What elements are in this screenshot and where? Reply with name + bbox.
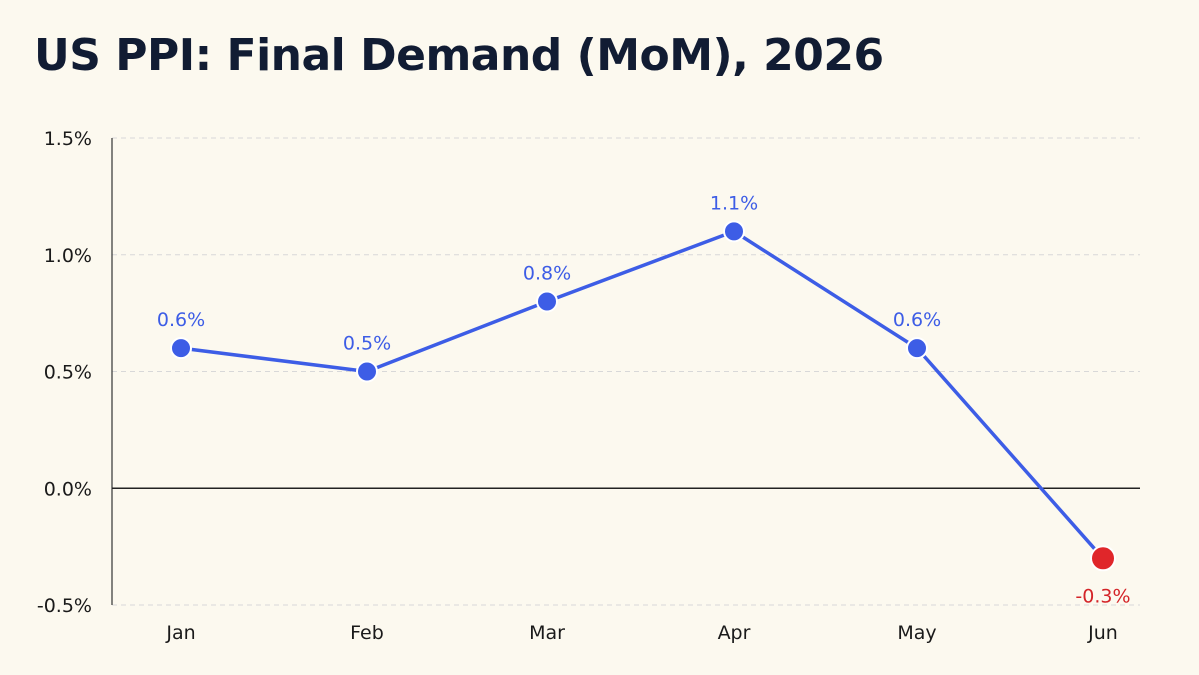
y-tick-label: 0.0%	[44, 478, 92, 500]
y-tick-label: -0.5%	[37, 595, 92, 617]
x-tick-label: Apr	[718, 622, 751, 644]
y-tick-label: 0.5%	[44, 362, 92, 384]
data-label: -0.3%	[1075, 585, 1130, 607]
x-tick-label: Jun	[1087, 622, 1118, 644]
data-label: 0.8%	[523, 262, 571, 284]
y-tick-label: 1.5%	[44, 128, 92, 150]
data-label: 0.5%	[343, 333, 391, 355]
data-points	[170, 220, 1116, 572]
x-axis-tick-labels: Jan Feb Mar Apr May Jun	[165, 622, 1117, 644]
data-label: 0.6%	[157, 309, 205, 331]
x-tick-label: Feb	[350, 622, 384, 644]
data-point	[723, 220, 745, 243]
data-labels: 0.6% 0.5% 0.8% 1.1% 0.6% -0.3%	[157, 192, 1131, 607]
data-point	[536, 290, 558, 313]
axes	[111, 138, 1140, 605]
x-tick-label: Jan	[165, 622, 195, 644]
data-label: 0.6%	[893, 309, 941, 331]
data-label: 1.1%	[710, 192, 758, 214]
x-tick-label: Mar	[529, 622, 565, 644]
data-point	[906, 337, 928, 360]
x-tick-label: May	[897, 622, 936, 644]
series-line	[179, 229, 1105, 561]
y-axis-tick-labels: -0.5% 0.0% 0.5% 1.0% 1.5%	[37, 128, 92, 617]
data-point	[170, 337, 192, 360]
chart-title: US PPI: Final Demand (MoM), 2026	[34, 30, 884, 81]
grid-lines	[112, 137, 1140, 606]
y-tick-label: 1.0%	[44, 245, 92, 267]
data-point	[356, 360, 378, 383]
series-polyline	[179, 229, 1105, 561]
data-point	[1090, 545, 1116, 572]
